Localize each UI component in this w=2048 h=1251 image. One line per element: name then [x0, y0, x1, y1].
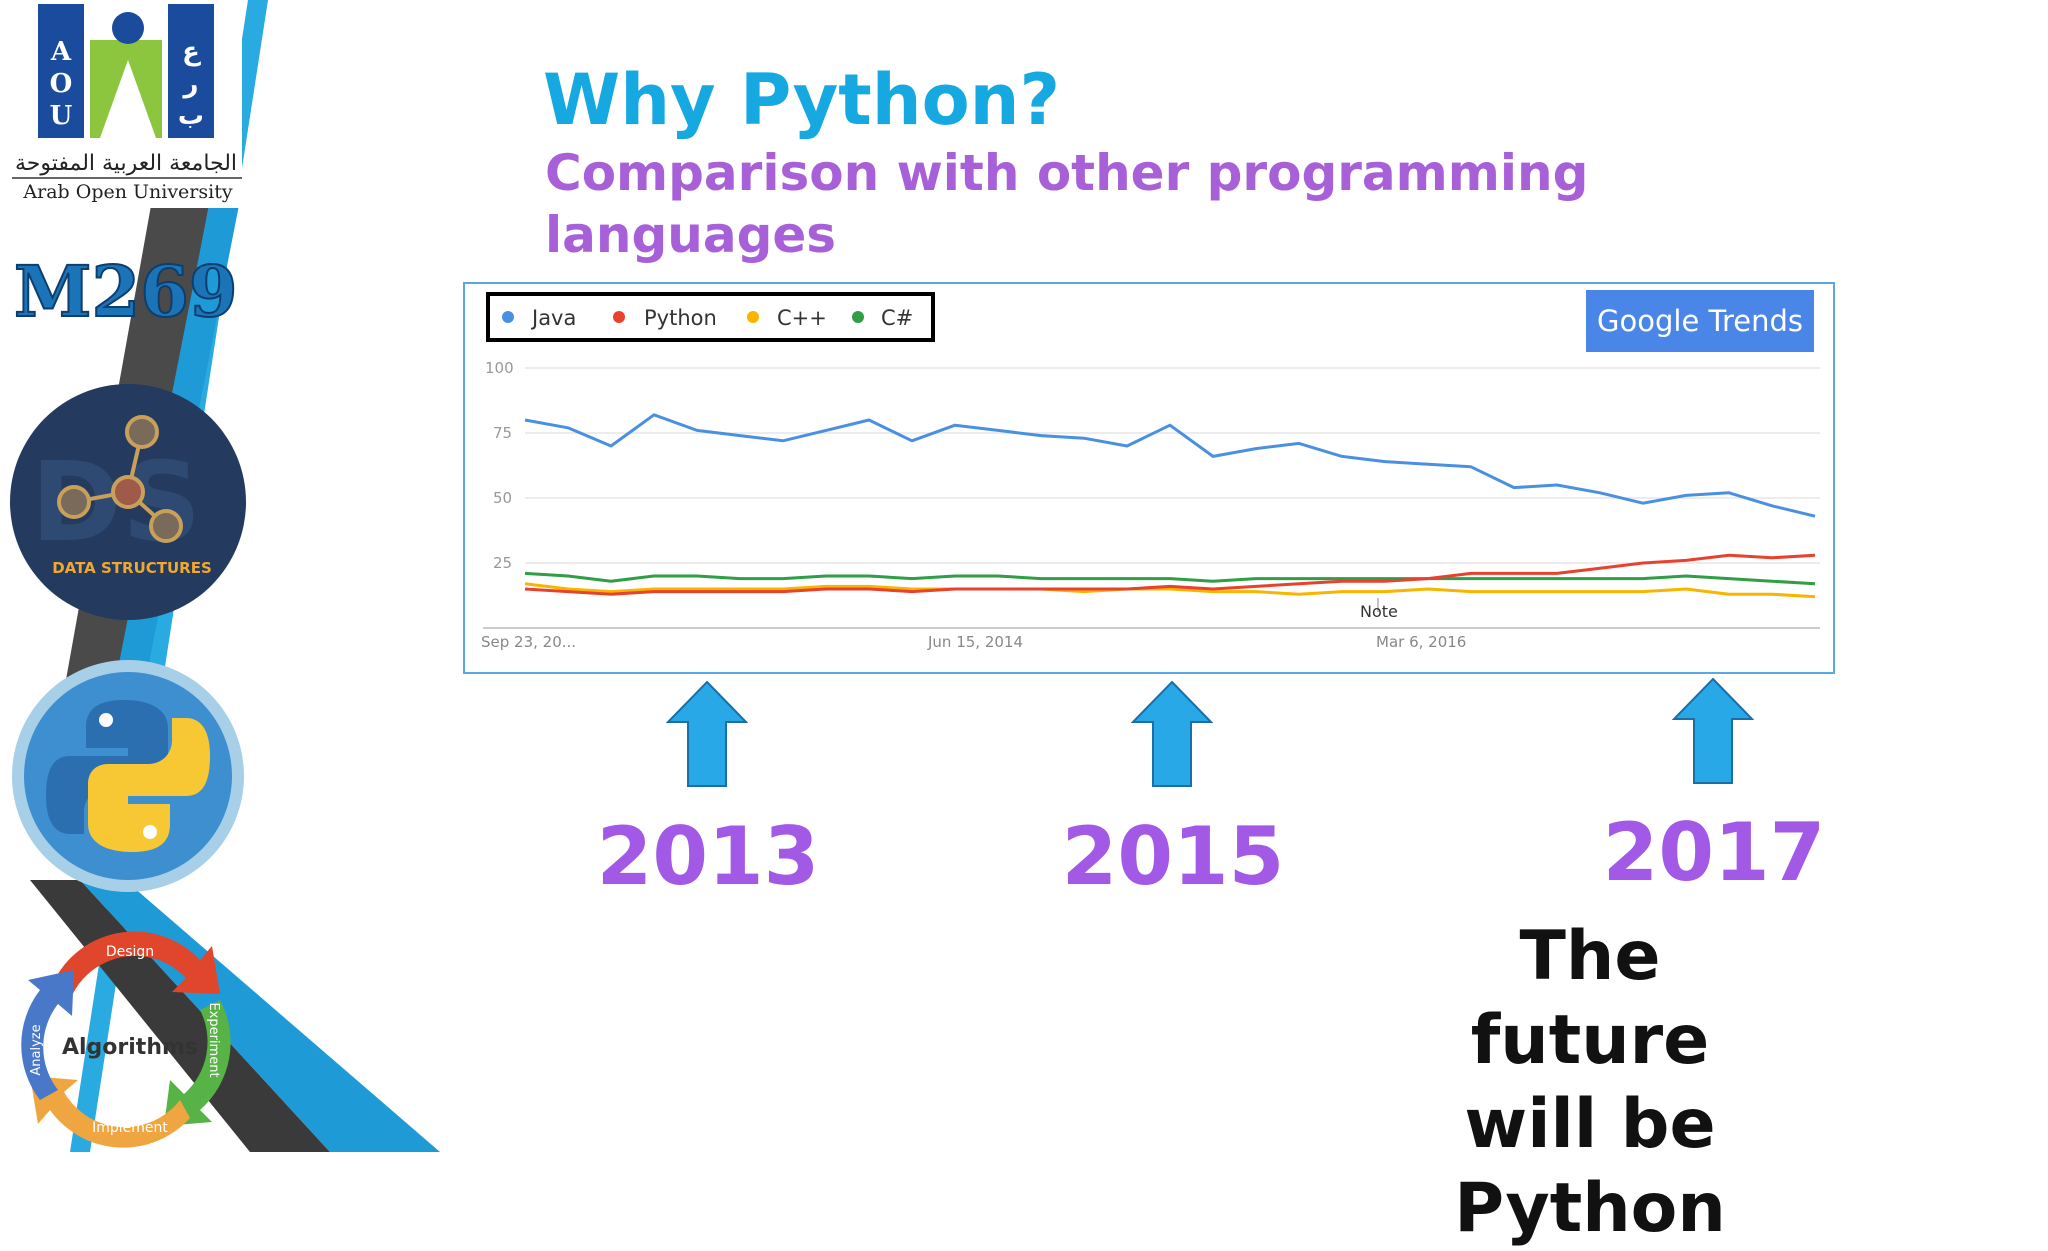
aou-letter-a: A: [50, 37, 72, 67]
conclusion-text: The future will be Python: [1390, 915, 1790, 1251]
series-line-python: [524, 553, 1816, 596]
arrow-2015: [1131, 680, 1213, 787]
cycle-step-implement: Implement: [92, 1120, 168, 1136]
x-tick-label-2: Jun 15, 2014: [927, 633, 1023, 651]
python-logo-badge: [12, 660, 244, 892]
cycle-arrow-experiment: [164, 1000, 231, 1126]
conclusion-line-1: The future: [1470, 917, 1710, 1080]
conclusion-line-2: will be: [1464, 1085, 1716, 1164]
series-line-cpp: [524, 582, 1816, 599]
ds-node-left: [57, 485, 91, 519]
aou-english-name: Arab Open University: [22, 181, 232, 203]
legend-dot-csharp: [852, 311, 864, 323]
legend-label-java: Java: [530, 306, 576, 330]
x-tick-label-1: Sep 23, 20...: [481, 633, 576, 651]
legend-dot-cpp: [747, 311, 759, 323]
aou-letter-o: O: [50, 69, 73, 99]
sidebar: A O U ع ر ب الجامعة العربية المفتوحة Ara…: [10, 0, 440, 1152]
python-snake-yellow: [88, 718, 210, 852]
legend-label-csharp: C#: [881, 306, 913, 330]
cycle-center-label: Algorithms: [62, 1035, 198, 1060]
slide-title: Why Python?: [543, 59, 1061, 141]
legend-dot-python: [613, 311, 625, 323]
algorithms-cycle: Design Experiment Implement Analyze Algo…: [21, 931, 231, 1148]
aou-arabic-name: الجامعة العربية المفتوحة: [15, 151, 237, 176]
cycle-step-analyze: Analyze: [29, 1024, 44, 1075]
cycle-step-design: Design: [106, 944, 154, 960]
year-label-2017: 2017: [1602, 806, 1826, 899]
gridlines: [483, 367, 1820, 629]
y-tick-50: 50: [493, 489, 512, 507]
arrow-2013: [666, 680, 748, 787]
year-label-2015: 2015: [1061, 810, 1285, 903]
aou-letter-ar-3: ب: [178, 101, 204, 131]
course-code: M269: [14, 250, 238, 333]
arrow-2017: [1672, 677, 1754, 784]
series-line-java: [524, 413, 1816, 518]
legend-dot-java: [502, 311, 514, 323]
cycle-arrow-analyze: [21, 970, 75, 1100]
y-tick-75: 75: [493, 424, 512, 442]
cycle-arrow-design: [50, 931, 220, 1000]
data-structures-badge: DS DATA STRUCTURES: [10, 384, 246, 620]
trends-chart: Java Python C++ C# Google Trends 100 75 …: [463, 282, 1835, 674]
x-tick-label-3: Mar 6, 2016: [1376, 633, 1466, 651]
google-trends-badge: [1586, 290, 1814, 352]
ds-node-right: [149, 509, 183, 543]
cycle-step-experiment: Experiment: [206, 1002, 221, 1077]
note-annotation: Note: [1360, 602, 1398, 621]
cycle-arrow-implement: [30, 1076, 190, 1148]
ds-node-center: [111, 475, 145, 509]
ds-label: DATA STRUCTURES: [52, 559, 212, 577]
legend-label-cpp: C++: [777, 306, 827, 330]
y-tick-25: 25: [493, 554, 512, 572]
aou-letter-u: U: [50, 101, 73, 131]
aou-letter-ar-2: ر: [182, 69, 199, 99]
y-tick-100: 100: [485, 359, 514, 377]
conclusion-line-3: Python: [1454, 1169, 1726, 1248]
google-trends-label: Google Trends: [1597, 304, 1803, 338]
legend-label-python: Python: [644, 306, 717, 330]
aou-letter-ar-1: ع: [182, 37, 201, 67]
aou-logo: A O U ع ر ب الجامعة العربية المفتوحة Ara…: [10, 4, 242, 208]
slide-subtitle: Comparison with other programming langua…: [545, 144, 1589, 264]
series-line-csharp: [524, 571, 1816, 586]
year-label-2013: 2013: [596, 810, 820, 903]
ds-node-top: [125, 415, 159, 449]
